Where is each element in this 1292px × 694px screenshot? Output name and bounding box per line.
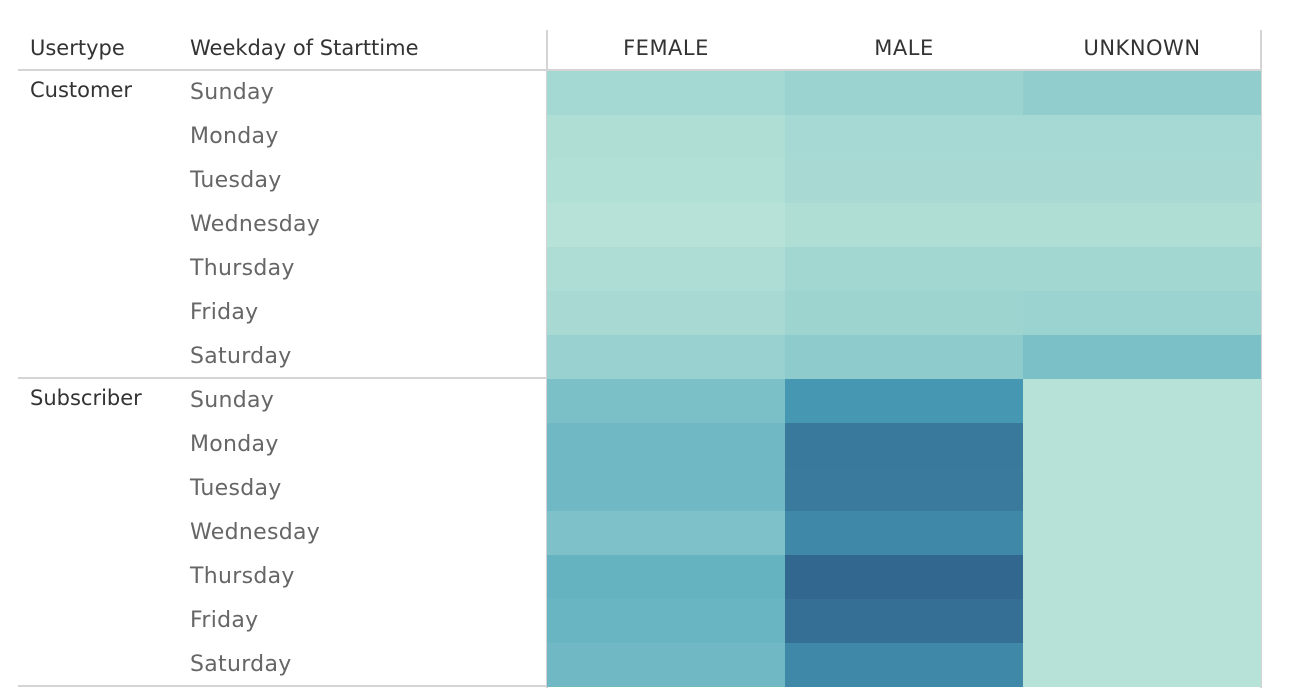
heatmap-cell-unknown [1023,115,1261,159]
usertype-header: Usertype [30,36,125,60]
heatmap-cell-unknown [1023,555,1261,599]
weekday-label: Tuesday [190,476,282,501]
weekday-label: Monday [190,432,279,457]
weekday-label: Thursday [190,256,295,281]
weekday-label: Monday [190,124,279,149]
column-header-female: FEMALE [623,36,709,60]
weekday-label: Thursday [190,564,295,589]
heatmap-cell-male [785,555,1023,599]
heatmap-cell-female [547,247,785,291]
heatmap-cell-male [785,203,1023,247]
heatmap-cell-male [785,291,1023,335]
heatmap-cell-unknown [1023,159,1261,203]
weekday-label: Tuesday [190,168,282,193]
heatmap-cell-male [785,71,1023,115]
heatmap-cell-male [785,599,1023,643]
heatmap-cell-male [785,379,1023,423]
heatmap-cell-female [547,203,785,247]
weekday-label: Sunday [190,388,275,413]
header-divider-right [1260,30,1262,688]
column-header-unknown: UNKNOWN [1083,36,1201,60]
heatmap-cell-unknown [1023,511,1261,555]
heatmap-cell-female [547,159,785,203]
weekday-label: Saturday [190,344,292,369]
heatmap-cell-male [785,423,1023,467]
column-header-male: MALE [874,36,934,60]
heatmap-cell-female [547,115,785,159]
weekday-label: Friday [190,608,259,633]
weekday-label: Wednesday [190,520,321,545]
header-rule [18,69,1262,71]
heatmap-cell-female [547,335,785,379]
heatmap-cell-male [785,467,1023,511]
heatmap-cell-female [547,467,785,511]
heatmap-cell-unknown [1023,335,1261,379]
heatmap-cell-unknown [1023,423,1261,467]
usertype-label-customer: Customer [30,78,133,102]
heatmap-cell-female [547,555,785,599]
weekday-label: Sunday [190,80,275,105]
usertype-label-subscriber: Subscriber [30,386,142,410]
heatmap-cell-male [785,511,1023,555]
heatmap-cell-unknown [1023,203,1261,247]
heatmap-cell-male [785,159,1023,203]
heatmap-cell-female [547,379,785,423]
weekday-label: Wednesday [190,212,321,237]
heatmap-cell-female [547,71,785,115]
heatmap-cell-unknown [1023,643,1261,687]
heatmap-cell-male [785,335,1023,379]
weekday-label: Friday [190,300,259,325]
heatmap-cell-unknown [1023,599,1261,643]
heatmap-cell-female [547,643,785,687]
heatmap-cell-female [547,599,785,643]
heatmap-cell-unknown [1023,467,1261,511]
heatmap-cell-female [547,511,785,555]
heatmap-cell-male [785,115,1023,159]
heatmap-cell-female [547,423,785,467]
weekday-header: Weekday of Starttime [190,36,419,60]
heatmap-cell-male [785,643,1023,687]
heatmap-cell-unknown [1023,71,1261,115]
heatmap-cell-unknown [1023,247,1261,291]
heatmap-cell-female [547,291,785,335]
weekday-label: Saturday [190,652,292,677]
heatmap-cell-unknown [1023,291,1261,335]
heatmap-cell-unknown [1023,379,1261,423]
heatmap-cell-male [785,247,1023,291]
